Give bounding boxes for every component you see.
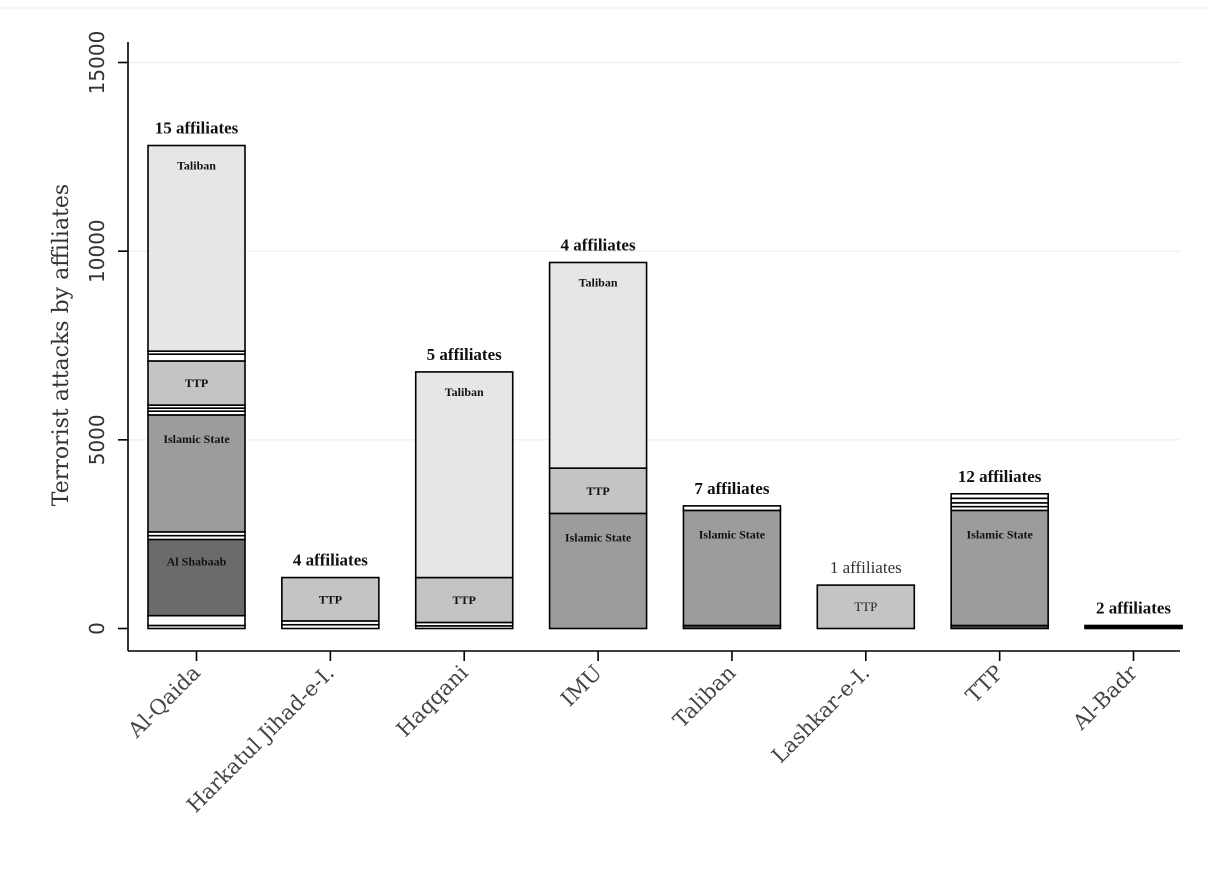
bar-stack: Islamic State TTP Taliban 4 affiliates [548,235,648,630]
bar-segment [682,505,782,512]
y-tick-label: 0 [85,622,109,635]
bar-segment [147,360,246,406]
bar-segment [816,584,916,630]
bar-stack: TTP 1 affiliates [816,558,916,630]
segment-label: TTP [185,376,208,390]
bar-total-label: 15 affiliates [155,119,239,138]
bar-segment [414,576,514,624]
segment-label: Islamic State [565,530,632,544]
bar-segment [950,509,1049,627]
segment-label: Islamic State [699,527,766,541]
bar-total-label: 5 affiliates [427,345,502,364]
bar-segment [950,492,1049,500]
bar-stack: TTP 4 affiliates [281,551,380,630]
bar-segment [548,261,648,469]
y-ticks: 0 5000 10000 15000 [85,31,128,635]
bar-total-label: 2 affiliates [1096,598,1171,617]
segment-label: TTP [453,593,476,607]
y-axis-label: Terrorist attacks by affiliates [49,184,74,506]
bars: Al Shabaab Islamic State TTP Taliban 15 affi… [147,119,1183,630]
y-tick-label: 15000 [85,31,109,95]
bar-segment [414,371,514,579]
bar-total-label: 12 affiliates [958,467,1042,486]
segment-label: TTP [586,484,609,498]
bar-stack: Islamic State 7 affiliates [682,479,782,630]
bar-segment [147,144,246,352]
axes [127,42,1180,652]
bar-segment [1084,624,1183,628]
bar-segment [147,538,246,617]
segment-label: Taliban [177,159,216,173]
bar-segment [682,509,782,627]
bar-segment [147,414,246,533]
segment-label: Islamic State [163,432,230,446]
bar-total-label: 1 affiliates [830,558,902,577]
bar-stack: Al Shabaab Islamic State TTP Taliban 15 affi… [147,119,246,630]
bar-total-label: 4 affiliates [293,551,368,570]
bar-stack: 2 affiliates [1084,598,1183,630]
bar-segment [147,353,246,362]
segment-label: TTP [854,599,877,614]
grid-lines [128,62,1180,441]
y-tick-label: 5000 [85,414,109,465]
bar-segment [548,512,648,630]
bar-total-label: 4 affiliates [561,235,636,254]
segment-label: Taliban [579,275,618,289]
bar-total-label: 7 affiliates [694,479,769,498]
segment-label: TTP [319,592,342,606]
segment-label: Al Shabaab [167,554,227,568]
y-tick-label: 10000 [85,219,109,283]
bar-stack: TTP Taliban 5 affiliates [414,345,514,630]
segment-label: Islamic State [966,527,1033,541]
bar-segment [281,576,380,622]
segment-label: Taliban [445,385,484,399]
bar-segment [147,614,246,627]
bar-stack: Islamic State 12 affiliates [950,467,1049,630]
